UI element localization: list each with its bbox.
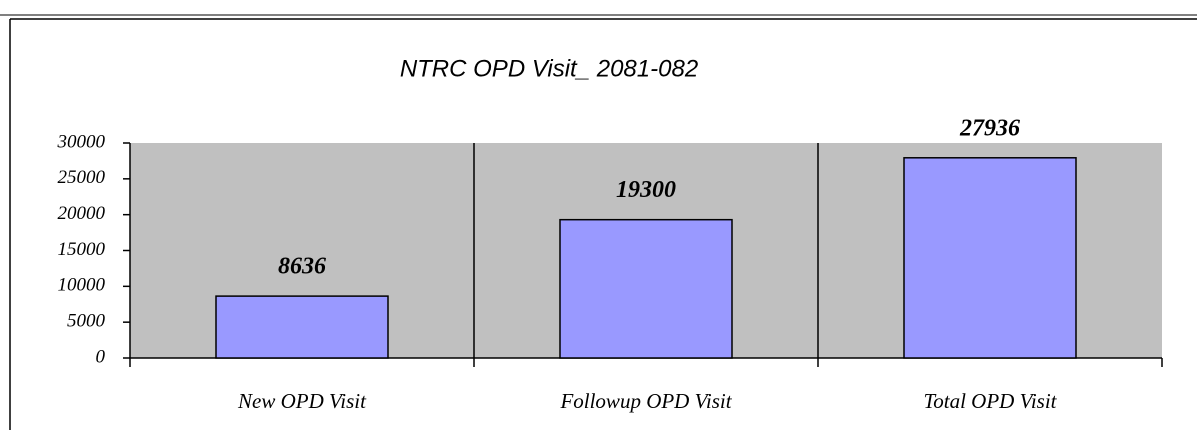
data-label: 27936	[959, 115, 1020, 141]
data-label: 8636	[278, 254, 326, 280]
bar	[903, 157, 1077, 359]
data-label: 19300	[616, 177, 676, 203]
x-tick-label: New OPD Visit	[237, 389, 367, 413]
x-tick-label: Total OPD Visit	[923, 389, 1057, 413]
y-tick-label: 10000	[58, 275, 106, 296]
y-tick-label: 25000	[58, 167, 106, 188]
chart-title: NTRC OPD Visit_ 2081-082	[400, 55, 698, 82]
y-tick-label: 20000	[58, 203, 106, 224]
y-tick-label: 30000	[57, 131, 106, 152]
y-tick-label: 15000	[58, 239, 106, 260]
y-tick-label: 5000	[67, 311, 106, 332]
bar	[559, 218, 733, 359]
x-tick-label: Followup OPD Visit	[559, 389, 732, 413]
y-tick-label: 0	[96, 346, 106, 367]
bar	[215, 295, 389, 359]
